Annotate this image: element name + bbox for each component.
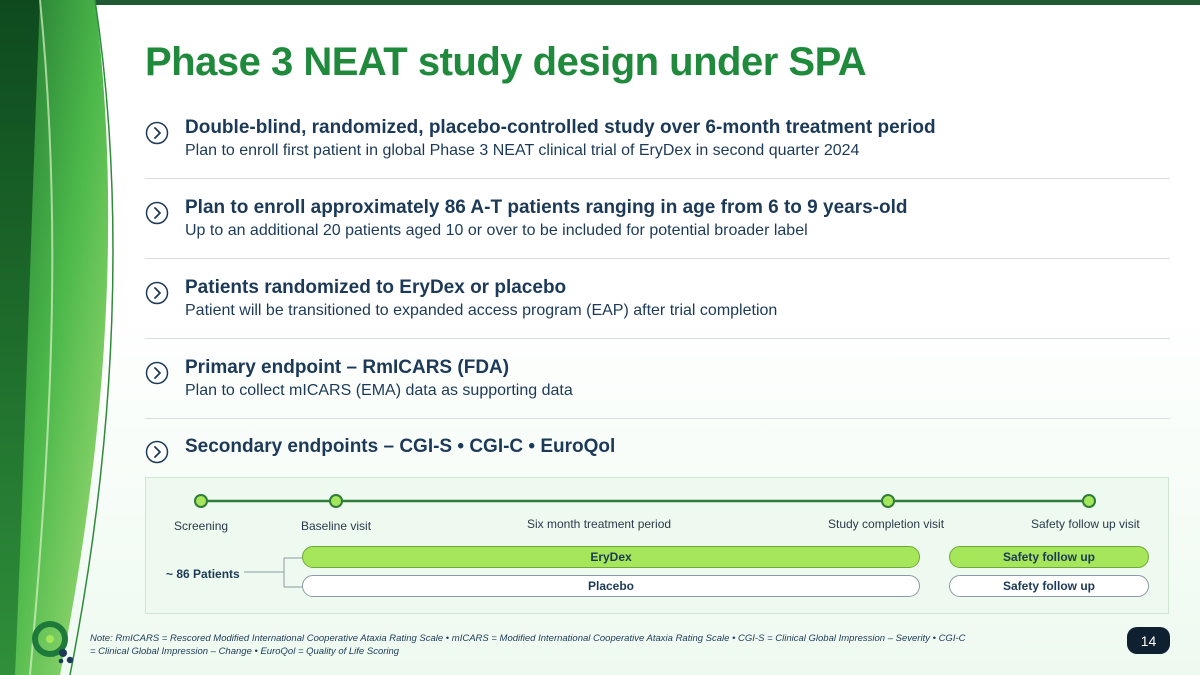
divider bbox=[145, 418, 1170, 419]
label-study-completion: Study completion visit bbox=[828, 517, 945, 531]
arm-placebo: Placebo bbox=[302, 575, 920, 597]
chevron-right-circle-icon bbox=[145, 121, 169, 145]
label-baseline-visit: Baseline visit bbox=[301, 519, 372, 533]
arm-erydex: EryDex bbox=[302, 546, 920, 568]
divider bbox=[145, 338, 1170, 339]
milestone-completion-dot bbox=[881, 494, 895, 508]
bullet-subtext: Plan to collect mICARS (EMA) data as sup… bbox=[185, 382, 573, 399]
divider bbox=[145, 258, 1170, 259]
bullet-heading: Double-blind, randomized, placebo-contro… bbox=[185, 117, 936, 138]
bullet-heading: Patients randomized to EryDex or placebo bbox=[185, 277, 567, 298]
arm-placebo-safety-follow-up: Safety follow up bbox=[949, 575, 1149, 597]
divider bbox=[145, 178, 1170, 179]
bullet-heading: Plan to enroll approximately 86 A-T pati… bbox=[185, 197, 908, 218]
bullet-subtext: Up to an additional 20 patients aged 10 … bbox=[185, 222, 808, 239]
milestone-safety-dot bbox=[1082, 494, 1096, 508]
label-treatment-period: Six month treatment period bbox=[527, 517, 672, 531]
randomization-bracket bbox=[244, 557, 302, 588]
milestone-screening-dot bbox=[194, 494, 208, 508]
chevron-right-circle-icon bbox=[145, 361, 169, 385]
milestone-baseline-dot bbox=[329, 494, 343, 508]
chevron-right-circle-icon bbox=[145, 281, 169, 305]
footnote: Note: RmICARS = Rescored Modified Intern… bbox=[90, 633, 966, 657]
chevron-right-circle-icon bbox=[145, 440, 169, 464]
label-screening: Screening bbox=[174, 519, 229, 533]
page-number: 14 bbox=[1127, 627, 1170, 654]
patients-count-label: ~ 86 Patients bbox=[166, 567, 240, 581]
arm-erydex-safety-follow-up: Safety follow up bbox=[949, 546, 1149, 568]
study-timeline-panel: Screening Baseline visit Six month treat… bbox=[145, 477, 1169, 614]
bullet-subtext: Plan to enroll first patient in global P… bbox=[185, 142, 860, 159]
page-title: Phase 3 NEAT study design under SPA bbox=[145, 40, 867, 84]
decorative-swoosh bbox=[0, 0, 114, 675]
top-accent-bar bbox=[0, 0, 1200, 5]
bullet-subtext: Patient will be transitioned to expanded… bbox=[185, 302, 778, 319]
bullet-heading: Primary endpoint – RmICARS (FDA) bbox=[185, 357, 510, 378]
chevron-right-circle-icon bbox=[145, 201, 169, 225]
timeline-graphic bbox=[194, 494, 1096, 588]
bullet-heading: Secondary endpoints – CGI-S • CGI-C • Eu… bbox=[185, 436, 616, 457]
label-safety-visit: Safety follow up visit bbox=[1031, 517, 1140, 531]
company-logo bbox=[32, 621, 74, 664]
